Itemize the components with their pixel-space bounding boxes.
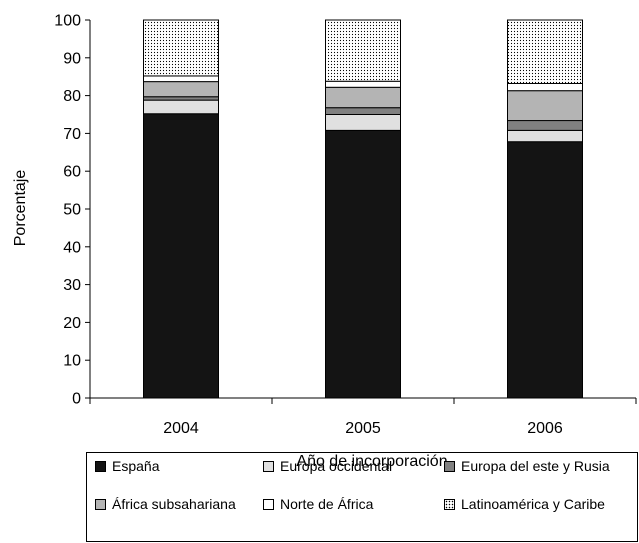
- bar-segment-2004-1: [143, 99, 219, 115]
- legend-label: África subsahariana: [112, 496, 236, 512]
- legend-label: Europa occidental: [280, 458, 393, 474]
- legend-swatch-europa-occidental: [263, 460, 274, 472]
- legend-item-africa-subsahariana: África subsahariana: [95, 496, 236, 512]
- legend-swatch-africa-subsahariana: [95, 498, 106, 510]
- bar-segment-2005-5: [325, 19, 401, 82]
- legend-swatch-europa-del-este: [444, 460, 455, 472]
- legend-swatch-latinoamerica: [444, 498, 455, 510]
- y-tick-label: 30: [63, 277, 81, 294]
- bar-segment-2005-3: [325, 86, 401, 109]
- legend-item-norte-de-africa: Norte de África: [263, 496, 373, 512]
- y-tick-label: 40: [63, 239, 81, 256]
- bar-segment-2005-0: [325, 129, 401, 399]
- legend-swatch-espana: [95, 460, 106, 472]
- legend-item-europa-del-este: Europa del este y Rusia: [444, 458, 610, 474]
- y-tick-label: 50: [63, 202, 81, 219]
- y-tick-label: 20: [63, 315, 81, 332]
- x-tick-label: 2004: [163, 420, 199, 437]
- legend-label: España: [112, 458, 160, 474]
- y-tick-label: 60: [63, 164, 81, 181]
- bar-segment-2006-0: [507, 141, 583, 399]
- legend-label: Norte de África: [280, 496, 374, 512]
- bar-segment-2004-4: [143, 75, 219, 83]
- x-tick-label: 2005: [345, 420, 381, 437]
- x-axis-label: Año de incorporación: [296, 453, 447, 470]
- bar-segment-2006-1: [507, 129, 583, 143]
- y-axis-label: Porcentaje: [12, 170, 29, 247]
- bar-segment-2006-5: [507, 19, 583, 84]
- bar-segment-2006-3: [507, 90, 583, 122]
- bar-segment-2004-2: [143, 96, 219, 101]
- bar-segment-2006-2: [507, 120, 583, 131]
- legend-swatch-norte-de-africa: [263, 498, 274, 510]
- bar-segment-2005-1: [325, 114, 401, 131]
- y-tick-label: 80: [63, 88, 81, 105]
- y-tick-label: 90: [63, 50, 81, 67]
- y-tick-label: 100: [54, 13, 81, 30]
- y-tick-label: 0: [72, 391, 81, 408]
- legend-item-europa-occidental: Europa occidental: [263, 458, 392, 474]
- bar-segment-2006-4: [507, 83, 583, 92]
- bar-segment-2004-5: [143, 19, 219, 77]
- bar-segment-2004-3: [143, 81, 219, 98]
- bar-segment-2005-2: [325, 107, 401, 115]
- bar-segment-2004-0: [143, 113, 219, 399]
- y-tick-label: 10: [63, 353, 81, 370]
- legend-item-espana: España: [95, 458, 159, 474]
- legend-label: Latinoamérica y Caribe: [461, 496, 605, 512]
- legend-item-latinoamerica: Latinoamérica y Caribe: [444, 496, 605, 512]
- legend: España Europa occidental Europa del este…: [86, 452, 638, 542]
- x-tick-label: 2006: [527, 420, 563, 437]
- y-tick-label: 70: [63, 126, 81, 143]
- legend-label: Europa del este y Rusia: [461, 458, 610, 474]
- bar-segment-2005-4: [325, 80, 401, 88]
